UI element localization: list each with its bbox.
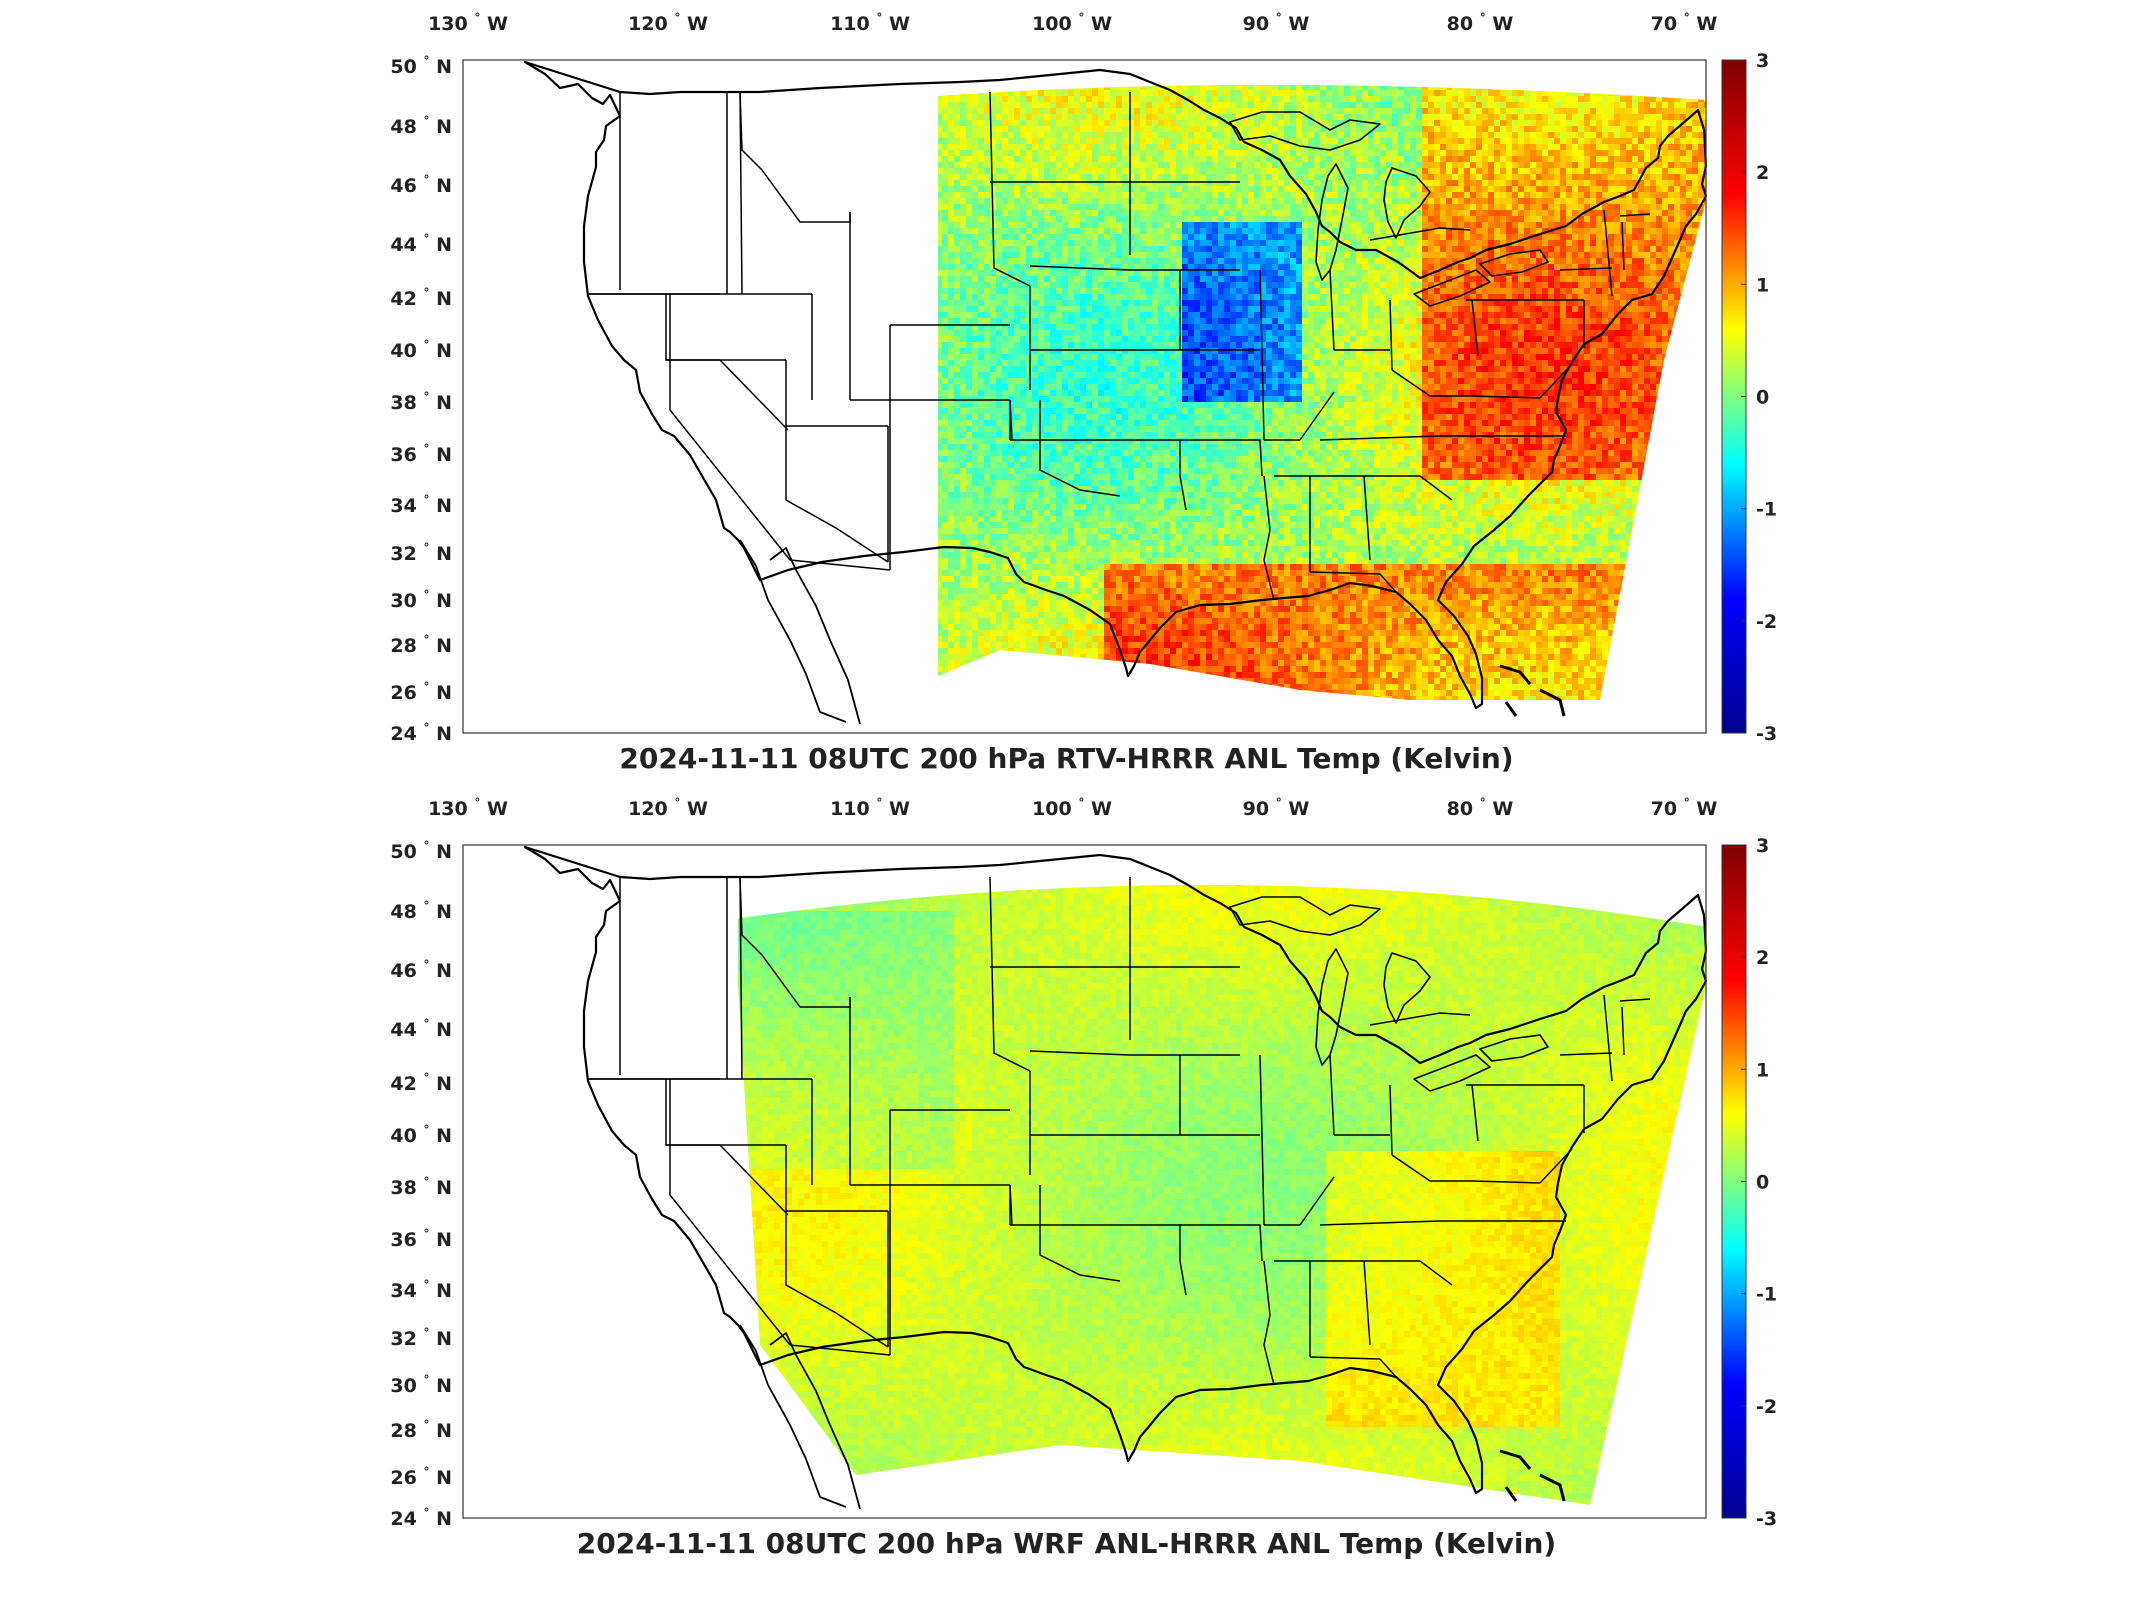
- map-title-wrf: 2024-11-11 08UTC 200 hPa WRF ANL-HRRR AN…: [0, 1527, 2133, 1560]
- latitude-tick-label: 38 ° N: [390, 1175, 452, 1199]
- longitude-tick-label: 90 ° W: [1243, 11, 1310, 35]
- colorbar-tick-label: 0: [1756, 1172, 1769, 1194]
- longitude-tick-label: 90 ° W: [1243, 796, 1310, 820]
- colorbar-tick-label: 1: [1756, 1059, 1769, 1081]
- longitude-tick-label: 130 ° W: [428, 11, 508, 35]
- latitude-tick-label: 44 ° N: [390, 232, 452, 256]
- latitude-tick-label: 38 ° N: [390, 390, 452, 414]
- latitude-tick-label: 46 ° N: [390, 958, 452, 982]
- colorbar-tick-label: 2: [1756, 162, 1769, 184]
- latitude-tick-label: 36 ° N: [390, 442, 452, 466]
- map-title-rtv: 2024-11-11 08UTC 200 hPa RTV-HRRR ANL Te…: [0, 742, 2133, 775]
- longitude-tick-label: 70 ° W: [1651, 11, 1718, 35]
- latitude-tick-label: 42 ° N: [390, 1071, 452, 1095]
- latitude-tick-label: 46 ° N: [390, 173, 452, 197]
- temperature-field: [738, 60, 1710, 738]
- colorbar-tick-label: -2: [1756, 611, 1777, 633]
- longitude-tick-label: 70 ° W: [1651, 796, 1718, 820]
- colorbar-tick-label: -1: [1756, 1284, 1777, 1306]
- map-panel-wrf: 130 ° W 120 ° W 110 ° W 100 ° W 90 ° W 80 ° W…: [0, 785, 2133, 1585]
- colorbar-tick-label: 0: [1756, 387, 1769, 409]
- latitude-tick-label: 44 ° N: [390, 1017, 452, 1041]
- longitude-tick-label: 120 ° W: [628, 796, 708, 820]
- colorbar-tick-label: -1: [1756, 499, 1777, 521]
- latitude-tick-label: 48 ° N: [390, 114, 452, 138]
- latitude-tick-label: 28 ° N: [390, 633, 452, 657]
- longitude-tick-label: 100 ° W: [1032, 796, 1112, 820]
- latitude-tick-label: 36 ° N: [390, 1227, 452, 1251]
- map-panel-rtv: 130 ° W 120 ° W 110 ° W 100 ° W 90 ° W 80 ° W…: [0, 0, 2133, 800]
- colorbar-tick-label: 3: [1756, 50, 1769, 72]
- longitude-tick-label: 100 ° W: [1032, 11, 1112, 35]
- latitude-tick-label: 50 ° N: [390, 54, 452, 78]
- longitude-tick-label: 120 ° W: [628, 11, 708, 35]
- latitude-tick-label: 26 ° N: [390, 680, 452, 704]
- longitude-tick-label: 110 ° W: [830, 796, 910, 820]
- latitude-tick-label: 50 ° N: [390, 839, 452, 863]
- latitude-tick-label: 42 ° N: [390, 286, 452, 310]
- latitude-tick-label: 40 ° N: [390, 338, 452, 362]
- latitude-tick-label: 40 ° N: [390, 1123, 452, 1147]
- latitude-tick-label: 34 ° N: [390, 493, 452, 517]
- longitude-tick-label: 130 ° W: [428, 796, 508, 820]
- colorbar-tick-label: -2: [1756, 1396, 1777, 1418]
- latitude-tick-label: 48 ° N: [390, 899, 452, 923]
- map-svg-rtv: 130 ° W 120 ° W 110 ° W 100 ° W 90 ° W 80 ° W…: [0, 0, 2133, 800]
- latitude-tick-label: 32 ° N: [390, 541, 452, 565]
- map-svg-wrf: 130 ° W 120 ° W 110 ° W 100 ° W 90 ° W 80 ° W…: [0, 785, 2133, 1585]
- latitude-tick-label: 30 ° N: [390, 1373, 452, 1397]
- longitude-tick-label: 80 ° W: [1447, 796, 1514, 820]
- latitude-tick-label: 34 ° N: [390, 1278, 452, 1302]
- temperature-field: [738, 845, 1710, 1523]
- colorbar-tick-label: 2: [1756, 947, 1769, 969]
- longitude-tick-label: 80 ° W: [1447, 11, 1514, 35]
- colorbar-tick-label: 3: [1756, 835, 1769, 857]
- latitude-tick-label: 30 ° N: [390, 588, 452, 612]
- colorbar-tick-label: 1: [1756, 274, 1769, 296]
- latitude-tick-label: 32 ° N: [390, 1326, 452, 1350]
- latitude-tick-label: 26 ° N: [390, 1465, 452, 1489]
- longitude-tick-label: 110 ° W: [830, 11, 910, 35]
- latitude-tick-label: 28 ° N: [390, 1418, 452, 1442]
